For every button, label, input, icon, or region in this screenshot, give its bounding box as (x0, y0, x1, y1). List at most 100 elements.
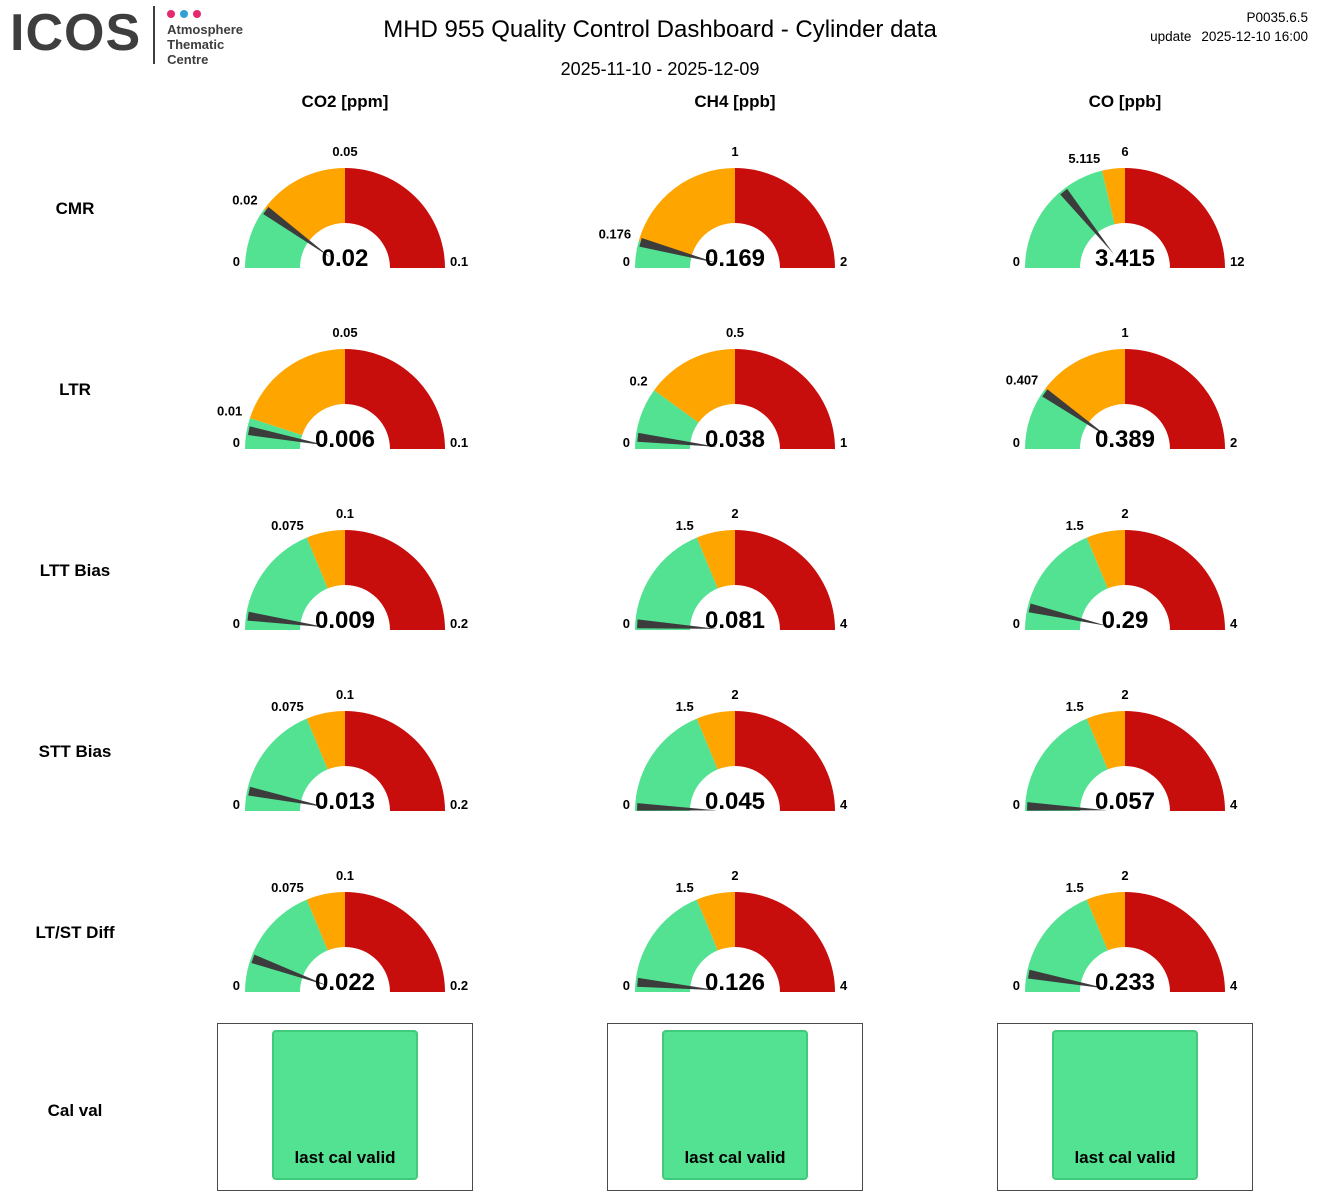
gauge-value: 0.169 (705, 245, 765, 272)
gauge-tick-threshold1: 0.407 (1006, 373, 1039, 388)
row-cmr: CMR 0 0.1 0.02 0.05 0.02 0 2 0.176 1 0.169 0 12 5.… (0, 118, 1320, 299)
gauge-tick-threshold2: 0.5 (726, 325, 744, 340)
gauge-chart: 0 4 1.5 2 0.057 (1013, 687, 1238, 815)
gauge-chart: 0 1 0.2 0.5 0.038 (623, 325, 847, 453)
gauge-cmr-co2: 0 0.1 0.02 0.05 0.02 (150, 118, 540, 299)
logo-subtitle-block: Atmosphere Thematic Centre (167, 4, 243, 67)
gauge-arc-red (735, 892, 835, 992)
gauge-needle (263, 206, 331, 258)
gauge-tick-min: 0 (623, 978, 630, 993)
gauge-tick-min: 0 (1013, 978, 1020, 993)
gauge-arc-green (245, 209, 309, 268)
gauge-tick-threshold1: 0.176 (599, 227, 632, 242)
gauge-value: 0.389 (1095, 426, 1155, 453)
logo-divider (153, 6, 156, 64)
column-header-co2: CO2 [ppm] (301, 92, 389, 111)
gauge-tick-threshold1: 0.2 (630, 374, 648, 389)
gauge-value: 0.022 (315, 969, 375, 996)
gauge-arc-green (635, 718, 718, 811)
gauge-stt-bias-co: 0 4 1.5 2 0.057 (930, 661, 1320, 842)
gauge-chart: 0 2 0.176 1 0.169 (599, 144, 848, 272)
gauge-ltst-diff-co2: 0 0.2 0.075 0.1 0.022 (150, 842, 540, 1023)
gauge-tick-threshold2: 1 (1121, 325, 1128, 340)
gauge-needle (1027, 969, 1108, 989)
gauge-arc-green (635, 537, 718, 630)
cal-val-cell-co2: last cal valid (150, 1023, 540, 1199)
gauge-value: 0.29 (1102, 607, 1149, 634)
gauge-arc-orange (306, 711, 345, 770)
logo-subtitle-line-2: Thematic (167, 37, 225, 52)
gauge-chart: 0 4 1.5 2 0.045 (623, 687, 848, 815)
gauge-arc-red (1125, 530, 1225, 630)
gauge-tick-threshold2: 0.05 (332, 144, 357, 159)
row-label-cmr: CMR (55, 198, 95, 218)
gauge-arc-green (635, 390, 699, 449)
gauge-arc-orange (1086, 530, 1125, 589)
header: ICOS Atmosphere Thematic Centre MHD 955 … (0, 0, 1320, 92)
gauge-tick-max: 0.1 (450, 435, 468, 450)
gauge-tick-threshold2: 0.1 (336, 868, 354, 883)
gauge-value: 0.126 (705, 969, 765, 996)
row-label-ltst-diff: LT/ST Diff (35, 922, 115, 942)
gauge-tick-max: 4 (840, 978, 848, 993)
gauge-tick-threshold2: 1 (731, 144, 738, 159)
cal-val-label: last cal valid (1074, 1148, 1176, 1167)
gauge-tick-max: 1 (840, 435, 847, 450)
gauge-tick-max: 0.2 (450, 978, 468, 993)
logo-subtitle-line-3: Centre (167, 52, 209, 67)
gauge-arc-orange (249, 349, 345, 436)
gauge-ltst-diff-co: 0 4 1.5 2 0.233 (930, 842, 1320, 1023)
gauge-tick-threshold1: 0.075 (271, 880, 304, 895)
gauge-tick-threshold2: 2 (1121, 687, 1128, 702)
gauge-needle (639, 238, 718, 264)
icos-logo-text: ICOS (10, 4, 142, 62)
gauge-ltr-ch4: 0 1 0.2 0.5 0.038 (540, 299, 930, 480)
gauge-tick-threshold1: 0.02 (232, 193, 257, 208)
gauge-tick-max: 4 (840, 797, 848, 812)
gauge-tick-min: 0 (1013, 797, 1020, 812)
icos-logo: ICOS Atmosphere Thematic Centre (10, 4, 243, 67)
column-header-ch4: CH4 [ppb] (694, 92, 776, 111)
cal-val-cell-co: last cal valid (930, 1023, 1320, 1199)
gauge-arc-red (735, 711, 835, 811)
gauge-ltt-bias-co2: 0 0.2 0.075 0.1 0.009 (150, 480, 540, 661)
cal-val-box-ch4: last cal valid (607, 1023, 863, 1191)
gauge-tick-max: 2 (840, 254, 847, 269)
gauge-tick-min: 0 (1013, 616, 1020, 631)
gauge-tick-threshold1: 5.115 (1068, 151, 1100, 166)
gauge-value: 0.233 (1095, 969, 1155, 996)
gauge-tick-min: 0 (623, 254, 630, 269)
gauge-arc-red (735, 530, 835, 630)
column-header-row: CO2 [ppm] CH4 [ppb] CO [ppb] (0, 92, 1320, 118)
gauge-arc-red (345, 349, 445, 449)
gauge-arc-green (1025, 718, 1108, 811)
gauge-tick-min: 0 (233, 978, 240, 993)
gauge-arc-red (1125, 892, 1225, 992)
gauge-tick-max: 4 (1230, 978, 1238, 993)
gauge-arc-red (1125, 711, 1225, 811)
gauge-arc-green (635, 899, 718, 992)
gauge-arc-orange (696, 892, 735, 951)
gauge-tick-threshold1: 1.5 (1066, 699, 1084, 714)
gauge-chart: 0 12 5.115 6 3.415 (1013, 144, 1245, 272)
gauge-tick-min: 0 (1013, 254, 1020, 269)
gauge-tick-threshold1: 1.5 (1066, 880, 1084, 895)
gauge-arc-orange (1086, 892, 1125, 951)
gauge-arc-green (245, 718, 328, 811)
row-label-stt-bias: STT Bias (38, 741, 112, 761)
gauge-tick-min: 0 (623, 797, 630, 812)
gauge-cmr-ch4: 0 2 0.176 1 0.169 (540, 118, 930, 299)
cal-val-status-co: last cal valid (1052, 1030, 1198, 1180)
row-cal-val: Cal val last cal valid last cal valid (0, 1023, 1320, 1199)
update-timestamp: update 2025-12-10 16:00 (1150, 29, 1308, 44)
gauge-value: 0.02 (322, 245, 369, 272)
gauge-chart: 0 0.2 0.075 0.1 0.013 (233, 687, 468, 815)
gauge-tick-threshold1: 1.5 (676, 880, 694, 895)
gauge-value: 0.045 (705, 788, 765, 815)
gauge-value: 0.006 (315, 426, 375, 453)
gauge-arc-red (1125, 349, 1225, 449)
meta-block: P0035.6.5 update 2025-12-10 16:00 (1150, 8, 1308, 46)
gauge-tick-threshold1: 1.5 (1066, 518, 1084, 533)
gauge-cmr-co: 0 12 5.115 6 3.415 (930, 118, 1320, 299)
